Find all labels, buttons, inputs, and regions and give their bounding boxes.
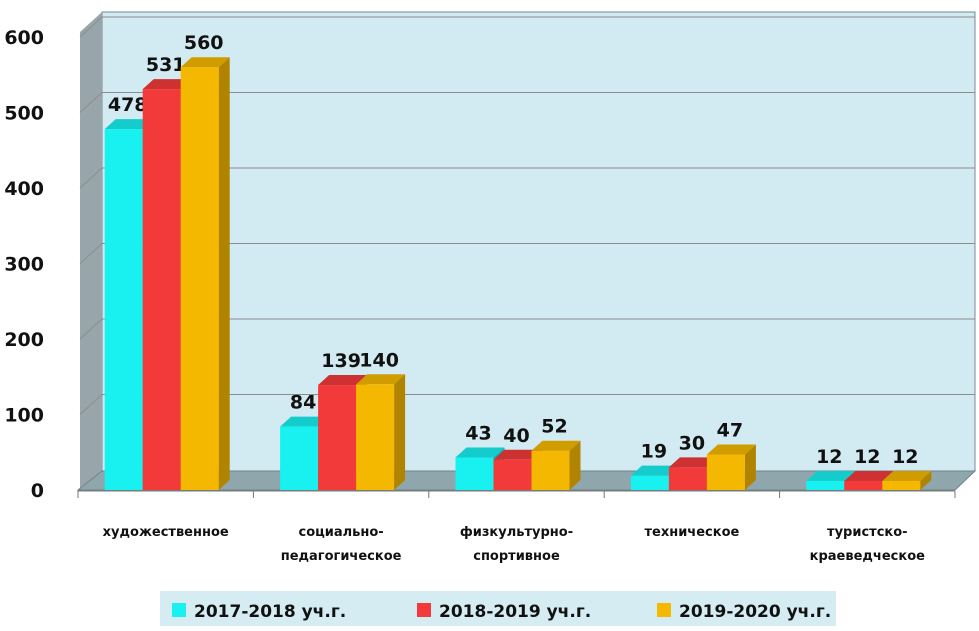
data-label: 531 (146, 54, 186, 76)
category-label: спортивное (473, 549, 560, 564)
category-label: социально- (298, 525, 383, 540)
category-label: художественное (103, 525, 229, 540)
bar-top (356, 374, 406, 385)
bar (142, 89, 181, 490)
legend-swatch (417, 603, 431, 617)
bar-side (744, 444, 756, 490)
bar-top (142, 79, 192, 90)
bar-top (493, 449, 543, 460)
gridline (79, 167, 975, 189)
gridline (79, 243, 975, 264)
bar-side (394, 374, 406, 490)
y-tick-label: 500 (4, 103, 44, 125)
legend-label: 2019-2020 уч.г. (679, 602, 831, 622)
bar-top (668, 457, 718, 468)
gridline (79, 92, 975, 113)
data-label: 139 (321, 350, 361, 372)
bar (882, 480, 921, 490)
data-label: 52 (541, 416, 567, 438)
chart-back-wall (101, 11, 976, 472)
bar-top (318, 375, 368, 386)
bar (356, 384, 395, 490)
legend-swatch (657, 603, 671, 617)
bar-top (882, 470, 932, 481)
bar-top (455, 447, 505, 458)
bar-top (280, 416, 330, 427)
bar-top (806, 470, 856, 481)
gridline (79, 394, 975, 415)
category-label: физкультурно- (460, 525, 573, 540)
bar (318, 385, 357, 490)
legend-swatch (172, 603, 186, 617)
y-tick-label: 200 (4, 329, 44, 351)
data-label: 19 (641, 441, 667, 463)
data-label: 478 (108, 94, 148, 116)
gridline (79, 16, 975, 38)
data-label: 12 (892, 446, 918, 468)
category-label: краеведческое (810, 549, 925, 564)
legend-label: 2017-2018 уч.г. (194, 602, 346, 622)
data-label: 47 (717, 420, 743, 442)
bar-top (180, 57, 230, 68)
data-label: 560 (184, 32, 224, 54)
bar (455, 457, 494, 490)
bar-top (844, 470, 894, 481)
data-label: 12 (816, 446, 842, 468)
bar (531, 450, 570, 490)
bar-top (630, 465, 680, 476)
bar-side (218, 57, 230, 490)
bar-top (706, 444, 756, 455)
bar (104, 129, 143, 491)
y-tick-label: 100 (4, 405, 44, 427)
legend-label: 2018-2019 уч.г. (439, 602, 591, 622)
category-label: педагогическое (281, 549, 402, 564)
gridline (79, 318, 975, 340)
data-label: 12 (854, 446, 880, 468)
bar (844, 480, 883, 490)
y-tick-label: 0 (31, 480, 44, 502)
legend-box (160, 591, 836, 627)
bar-top (104, 119, 154, 130)
data-label: 140 (359, 349, 399, 371)
data-label: 40 (503, 425, 529, 447)
bar (668, 467, 707, 490)
bar (706, 454, 745, 490)
bar (280, 426, 319, 490)
y-tick-label: 400 (4, 178, 44, 200)
y-tick-label: 600 (4, 27, 44, 49)
chart-side-wall (80, 12, 102, 491)
bar-top (531, 440, 581, 451)
data-label: 43 (465, 423, 491, 445)
data-label: 84 (290, 392, 316, 414)
bar-side (920, 470, 932, 490)
y-tick-label: 300 (4, 254, 44, 276)
bar (806, 480, 845, 490)
bar (493, 459, 532, 490)
category-label: туристско- (827, 525, 908, 540)
bar (180, 67, 219, 490)
bar-side (569, 440, 581, 490)
bar (630, 475, 669, 490)
category-label: техническое (644, 525, 739, 540)
data-label: 30 (679, 432, 705, 454)
